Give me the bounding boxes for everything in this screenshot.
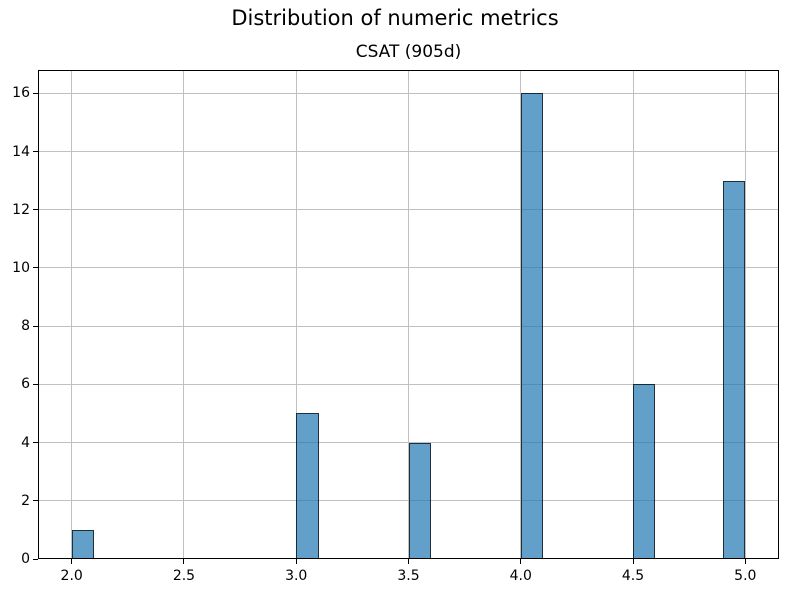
x-tick-label: 4.0 <box>509 568 532 584</box>
y-gridline <box>38 209 779 211</box>
y-tick-mark <box>33 151 38 152</box>
y-tick-mark <box>33 325 38 327</box>
plot-area: 2.0 2.5 3.0 3.5 4.0 4.5 5.0 0 2 4 6 8 10 12 14 16 <box>12 70 779 584</box>
histogram-bar <box>520 93 544 559</box>
x-tick-label: 2.0 <box>60 568 83 584</box>
y-tick-label: 16 <box>12 85 30 102</box>
y-gridline <box>38 151 779 152</box>
y-gridline <box>38 92 779 94</box>
x-gridline <box>295 70 297 559</box>
x-tick-mark <box>744 559 746 564</box>
x-gridline <box>408 70 409 559</box>
y-gridline <box>38 383 779 385</box>
histogram-bar <box>408 442 431 559</box>
x-gridline <box>183 70 185 559</box>
y-tick-label: 0 <box>21 551 30 567</box>
y-gridline <box>38 325 779 327</box>
axes-title: CSAT (905d) <box>355 42 462 62</box>
x-tick-label: 5.0 <box>734 568 757 584</box>
x-tick-label: 3.0 <box>285 568 308 584</box>
y-tick-mark <box>33 442 38 444</box>
histogram-bar <box>722 180 746 559</box>
x-gridline <box>71 70 73 559</box>
y-tick-mark <box>33 383 38 385</box>
y-tick-mark <box>33 209 38 211</box>
x-tick-mark <box>632 559 634 564</box>
y-tick-mark <box>33 558 38 560</box>
x-gridline <box>632 70 634 559</box>
y-tick-mark <box>33 267 38 269</box>
figure-title: Distribution of numeric metrics <box>231 6 559 30</box>
histogram-bar <box>296 413 319 559</box>
x-tick-mark <box>408 559 409 564</box>
x-tick-label: 2.5 <box>172 568 196 584</box>
histogram-bar <box>633 384 656 559</box>
x-tick-label: 3.5 <box>397 568 420 584</box>
y-tick-label: 6 <box>21 376 30 393</box>
x-tick-label: 4.5 <box>621 568 645 584</box>
y-tick-label: 8 <box>21 318 30 335</box>
y-tick-label: 12 <box>12 201 30 218</box>
histogram-bar <box>71 529 95 559</box>
y-tick-mark <box>33 92 38 94</box>
y-tick-label: 4 <box>21 434 30 451</box>
y-tick-mark <box>33 500 38 502</box>
x-tick-mark <box>71 559 73 564</box>
y-tick-label: 10 <box>12 259 30 276</box>
y-gridline <box>38 267 779 269</box>
x-tick-mark <box>295 559 297 564</box>
y-tick-label: 2 <box>21 492 30 509</box>
x-tick-mark <box>520 559 522 564</box>
y-tick-label: 14 <box>12 143 30 160</box>
x-gridline <box>744 70 746 559</box>
x-tick-mark <box>183 559 185 564</box>
